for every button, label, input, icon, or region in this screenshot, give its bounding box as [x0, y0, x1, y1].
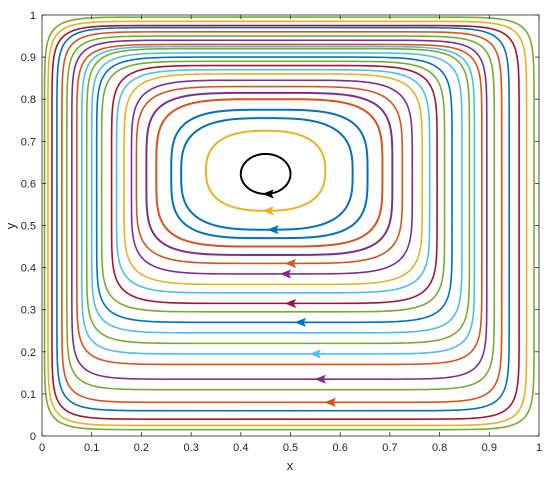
streamline — [123, 73, 424, 286]
streamline — [115, 68, 431, 294]
y-tick-label: 1 — [30, 10, 36, 22]
streamline — [130, 79, 414, 275]
streamline — [95, 56, 453, 324]
streamline — [61, 31, 503, 404]
streamline — [180, 117, 354, 231]
y-tick-label: 0.2 — [21, 347, 36, 359]
streamline — [75, 43, 483, 366]
y-tick-label: 0.8 — [21, 94, 36, 106]
flow-arrowhead — [324, 397, 336, 407]
y-axis-ticks: 0 0.1 0.2 0.3 0.4 0.5 0.6 0.7 0.8 0.9 1 — [21, 10, 539, 443]
y-tick-label: 0.3 — [21, 305, 36, 317]
streamline — [100, 60, 446, 313]
streamline — [66, 35, 496, 391]
streamline — [90, 52, 463, 334]
streamline — [80, 45, 476, 355]
streamline — [47, 20, 528, 427]
y-tick-label: 0.4 — [21, 263, 36, 275]
x-tick-label: 0 — [39, 442, 45, 454]
streamline — [56, 26, 510, 412]
y-axis-label: y — [3, 222, 18, 229]
flow-arrowhead — [284, 298, 297, 308]
x-tick-label: 0.8 — [432, 442, 447, 454]
x-tick-label: 0.6 — [333, 442, 348, 454]
streamline — [110, 64, 438, 305]
y-tick-label: 0.7 — [21, 136, 36, 148]
x-tick-label: 0.5 — [283, 442, 298, 454]
y-tick-label: 0.1 — [21, 389, 36, 401]
x-tick-label: 0.7 — [382, 442, 397, 454]
streamline — [205, 129, 327, 212]
arrowheads-group — [262, 189, 336, 407]
streamline — [85, 47, 471, 345]
x-tick-label: 0.3 — [183, 442, 198, 454]
x-tick-label: 0.4 — [233, 442, 248, 454]
x-tick-label: 0.2 — [134, 442, 149, 454]
flow-arrowhead — [314, 374, 326, 384]
y-tick-label: 0.6 — [21, 178, 36, 190]
flow-arrowhead — [262, 206, 274, 216]
streamline — [51, 24, 520, 420]
y-tick-label: 0 — [30, 431, 36, 443]
x-tick-label: 0.1 — [84, 442, 99, 454]
streamline — [145, 91, 394, 256]
y-tick-label: 0.9 — [21, 52, 36, 64]
flow-arrowhead — [284, 258, 297, 268]
flow-arrowhead — [267, 225, 279, 235]
x-tick-label: 0.9 — [482, 442, 497, 454]
y-tick-label: 0.5 — [21, 221, 36, 233]
x-axis-label: x — [287, 458, 294, 473]
streamline — [71, 39, 488, 380]
streamline — [170, 108, 369, 240]
streamlines-group — [43, 16, 535, 431]
x-axis-ticks: 0 0.1 0.2 0.3 0.4 0.5 0.6 0.7 0.8 0.9 1 — [39, 15, 542, 454]
flow-arrowhead — [294, 317, 307, 327]
flow-arrowhead — [309, 349, 321, 359]
x-tick-label: 1 — [536, 442, 542, 454]
flow-arrowhead — [279, 269, 292, 279]
streamline — [135, 85, 404, 265]
streamline — [43, 16, 535, 431]
flow-arrowhead — [262, 189, 274, 199]
streamline — [239, 152, 292, 195]
streamline — [155, 98, 384, 248]
